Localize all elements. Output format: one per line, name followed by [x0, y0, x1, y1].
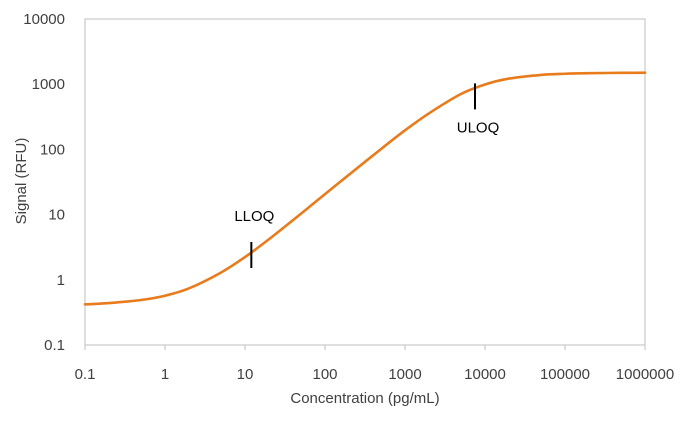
- y-axis-ticks: 0.1 1 10 100 1000 10000: [23, 11, 65, 354]
- plot-area: [84, 18, 646, 346]
- y-tick-label: 1: [57, 272, 65, 289]
- plot-border: [84, 18, 646, 346]
- x-tick-label: 100000: [540, 366, 590, 383]
- lloq-label: LLOQ: [234, 208, 274, 225]
- x-axis-ticks: 0.1 1 10 100 1000 10000 100000 1000000: [75, 345, 674, 383]
- y-axis-title: Signal (RFU): [13, 138, 30, 225]
- series-line: [83, 71, 647, 306]
- y-tick-label: 1000: [32, 76, 65, 93]
- x-tick-label: 1000: [388, 366, 421, 383]
- annotation-layer: LLOQ ULOQ: [234, 83, 500, 269]
- uloq-label: ULOQ: [457, 119, 500, 136]
- y-tick-label: 10: [48, 207, 65, 224]
- x-tick-label: 10000: [464, 366, 506, 383]
- y-tick-label: 100: [40, 141, 65, 158]
- y-tick-label: 0.1: [44, 337, 65, 354]
- x-tick-label: 10: [237, 366, 254, 383]
- y-tick-label: 10000: [23, 11, 65, 28]
- x-tick-label: 0.1: [75, 366, 96, 383]
- x-tick-label: 1: [161, 366, 169, 383]
- x-tick-label: 1000000: [616, 366, 674, 383]
- x-tick-label: 100: [312, 366, 337, 383]
- x-axis-title: Concentration (pg/mL): [290, 390, 439, 407]
- series-layer: [83, 71, 647, 306]
